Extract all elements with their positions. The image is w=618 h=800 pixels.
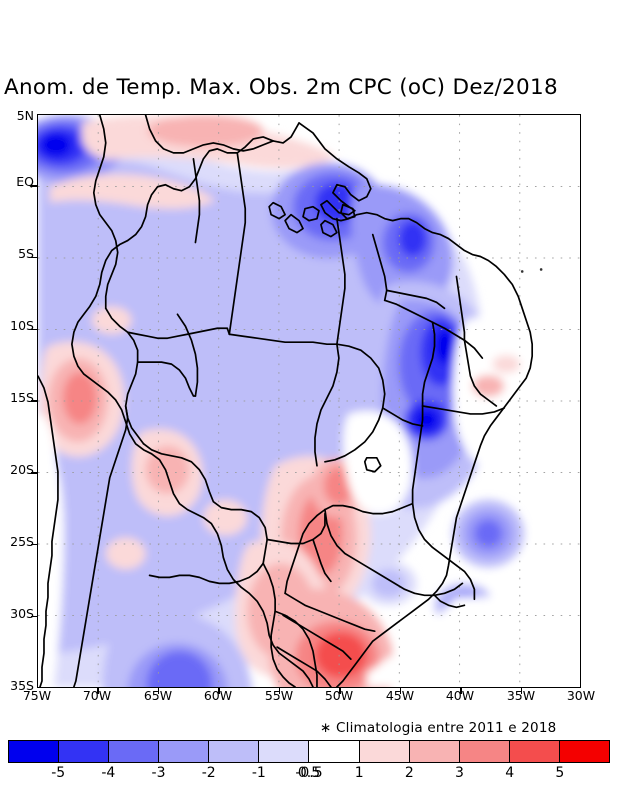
page-title: Anom. de Temp. Max. Obs. 2m CPC (oC) Dez…	[4, 75, 558, 100]
x-tick-label-35W: 35W	[506, 688, 536, 703]
map-plot-area	[37, 114, 581, 688]
x-tick-label-55W: 55W	[264, 688, 294, 703]
colorbar-segment-1	[59, 741, 110, 762]
colorbar-segment-9	[459, 741, 510, 762]
x-tick-label-70W: 70W	[82, 688, 112, 703]
colorbar-tick--4: -4	[101, 765, 116, 781]
y-tick-label-30S: 30S	[10, 606, 34, 621]
x-tick-label-60W: 60W	[203, 688, 233, 703]
y-tick-mark-30S	[31, 615, 37, 618]
colorbar-segment-10	[509, 741, 560, 762]
y-tick-mark-5S	[31, 256, 37, 259]
climatology-note: ∗ Climatologia entre 2011 e 2018	[320, 720, 557, 736]
colorbar-segment-11	[559, 741, 609, 762]
map-borders	[38, 115, 534, 687]
y-tick-label-15S: 15S	[10, 390, 34, 405]
colorbar-tick--5: -5	[51, 765, 66, 781]
colorbar-segment-2	[109, 741, 160, 762]
y-tick-mark-20S	[31, 472, 37, 474]
colorbar-tick--3: -3	[151, 765, 166, 781]
x-tick-mark-70W	[97, 688, 99, 694]
x-tick-mark-45W	[399, 688, 402, 694]
x-tick-mark-50W	[339, 688, 341, 694]
colorbar-tick--0.5: -0.5	[295, 765, 323, 781]
anomaly-contour-map	[38, 115, 580, 687]
x-tick-mark-60W	[218, 688, 220, 694]
colorbar-segment-3	[159, 741, 210, 762]
y-tick-label-20S: 20S	[10, 462, 34, 477]
colorbar-segment-5	[259, 741, 310, 762]
x-tick-mark-35W	[520, 688, 523, 694]
x-tick-mark-40W	[460, 688, 462, 694]
x-tick-label-30W: 30W	[566, 688, 596, 703]
x-tick-label-75W: 75W	[22, 688, 52, 703]
colorbar-tick-1: 1	[354, 765, 364, 781]
colorbar-tick--1: -1	[251, 765, 266, 781]
y-tick-mark-25S	[31, 543, 37, 546]
colorbar-segment-0	[9, 741, 60, 762]
y-tick-label-5S: 5S	[18, 246, 34, 261]
x-tick-label-45W: 45W	[385, 688, 415, 703]
colorbar-tick-0.5: 0.5	[297, 765, 321, 781]
y-tick-mark-15S	[31, 400, 37, 402]
colorbar-tick-5: 5	[555, 765, 565, 781]
x-tick-label-50W: 50W	[324, 688, 354, 703]
y-tick-label-25S: 25S	[10, 534, 34, 549]
y-tick-label-EQ: EQ	[16, 174, 34, 189]
y-tick-mark-EQ	[31, 185, 37, 187]
colorbar-tick-labels: -5 -4 -3 -2 -1 -0.5 0.5 1 2 3 4 5	[8, 764, 610, 782]
y-tick-label-5N: 5N	[16, 108, 34, 123]
colorbar-segment-4	[209, 741, 260, 762]
x-tick-mark-55W	[278, 688, 281, 694]
x-tick-label-40W: 40W	[445, 688, 475, 703]
colorbar-tick--2: -2	[201, 765, 216, 781]
colorbar-segment-7	[359, 741, 410, 762]
colorbar	[8, 740, 610, 763]
colorbar-tick-3: 3	[455, 765, 464, 781]
colorbar-tick-2: 2	[404, 765, 414, 781]
y-tick-label-10S: 10S	[10, 318, 34, 333]
colorbar-segment-8	[409, 741, 460, 762]
y-tick-label-35S: 35S	[10, 678, 34, 693]
x-tick-mark-65W	[157, 688, 160, 694]
colorbar-tick-4: 4	[505, 765, 515, 781]
colorbar-segment-6	[309, 741, 360, 762]
y-tick-mark-10S	[31, 328, 37, 331]
x-tick-label-65W: 65W	[143, 688, 173, 703]
